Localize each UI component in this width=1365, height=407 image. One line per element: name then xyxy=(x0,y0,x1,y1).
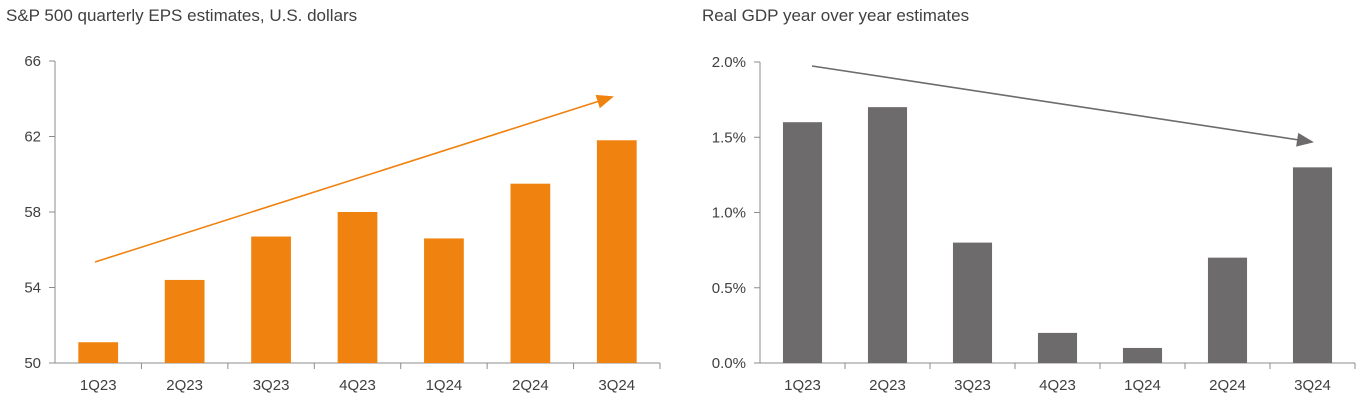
gdp-chart-panel: Real GDP year over year estimates 0.0% 0.… xyxy=(682,0,1365,407)
eps-trend-arrow xyxy=(94,94,614,263)
eps-bar-2q23 xyxy=(164,279,205,363)
eps-x-tick-label: 2Q23 xyxy=(166,377,203,394)
eps-x-tick-label: 3Q23 xyxy=(253,377,290,394)
gdp-y-tick-label: 1.0% xyxy=(712,205,746,222)
eps-bar-4q23 xyxy=(337,212,378,363)
gdp-bar-1q24 xyxy=(1122,347,1163,363)
gdp-bar-3q23 xyxy=(952,242,993,363)
gdp-chart-title: Real GDP year over year estimates xyxy=(702,6,970,25)
gdp-x-tick-label: 3Q24 xyxy=(1294,377,1331,394)
eps-y-tick-label: 50 xyxy=(24,355,41,372)
gdp-x-tick-label: 1Q24 xyxy=(1124,377,1161,394)
eps-chart-title: S&P 500 quarterly EPS estimates, U.S. do… xyxy=(6,6,358,25)
gdp-bar-4q23 xyxy=(1037,332,1078,363)
eps-trend-arrow-head xyxy=(595,94,614,109)
eps-x-tick-label: 2Q24 xyxy=(512,377,549,394)
gdp-x-tick-label: 2Q24 xyxy=(1209,377,1246,394)
eps-y-tick-label: 62 xyxy=(24,129,41,146)
gdp-bar-3q24 xyxy=(1292,167,1333,363)
gdp-trend-arrow-line xyxy=(811,65,1313,143)
eps-bar-1q24 xyxy=(424,238,464,363)
gdp-x-tick-label: 4Q23 xyxy=(1039,377,1076,394)
eps-y-tick-label: 58 xyxy=(24,204,41,221)
eps-y-tick-label: 54 xyxy=(24,280,41,297)
eps-x-tick-label: 3Q24 xyxy=(598,377,635,394)
eps-x-tick-label: 1Q24 xyxy=(426,377,463,394)
gdp-x-tick-label: 1Q23 xyxy=(784,377,821,394)
eps-x-tick-label: 4Q23 xyxy=(339,377,376,394)
gdp-bar-2q23 xyxy=(867,107,908,364)
eps-bar-2q24 xyxy=(510,183,551,363)
gdp-y-tick-label: 1.5% xyxy=(712,129,746,146)
eps-bar-3q23 xyxy=(251,236,291,363)
gdp-y-tick-label: 0.0% xyxy=(712,355,746,372)
gdp-trend-arrow xyxy=(811,65,1314,147)
gdp-y-tick-label: 2.0% xyxy=(712,54,746,71)
gdp-bar-1q23 xyxy=(782,122,823,363)
eps-y-tick-label: 66 xyxy=(24,53,41,70)
gdp-x-tick-label: 2Q23 xyxy=(869,377,906,394)
gdp-bar-chart: 0.0% 0.5% 1.0% 1.5% 2.0% 1Q23 2Q23 3Q23 4Q23 1Q24… xyxy=(712,54,1356,394)
gdp-y-tick-label: 0.5% xyxy=(712,280,746,297)
eps-bar-3q24 xyxy=(596,140,637,363)
eps-bar-chart: 50 54 58 62 66 1Q23 2Q23 3Q23 4Q23 1Q24 2Q24 3Q24 xyxy=(24,53,661,394)
eps-bar-1q23 xyxy=(78,342,119,363)
gdp-x-tick-label: 3Q23 xyxy=(954,377,991,394)
eps-trend-arrow-line xyxy=(94,96,613,263)
eps-chart-panel: S&P 500 quarterly EPS estimates, U.S. do… xyxy=(0,0,682,407)
gdp-trend-arrow-head xyxy=(1296,132,1314,147)
eps-x-tick-label: 1Q23 xyxy=(80,377,117,394)
gdp-bar-2q24 xyxy=(1207,257,1248,363)
